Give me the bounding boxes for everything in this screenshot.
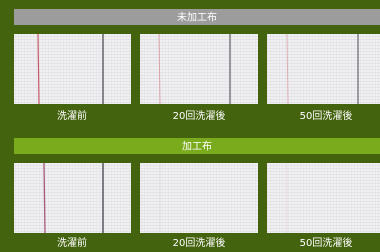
- swatch: [14, 34, 131, 104]
- swatch-label: 洗濯前: [57, 109, 87, 122]
- swatch-label: 洗濯前: [57, 236, 87, 249]
- section-title: 未加工布: [177, 12, 217, 24]
- section-title: 加工布: [182, 141, 212, 153]
- page: 未加工布 洗濯前 20回洗濯後 50回洗濯後 加工布 洗濯前 20回洗濯後 50…: [0, 0, 380, 252]
- swatch-label: 20回洗濯後: [173, 109, 226, 122]
- swatch-label: 20回洗濯後: [173, 236, 226, 249]
- swatch: [140, 34, 258, 104]
- swatch: [267, 34, 380, 104]
- swatch: [140, 163, 258, 233]
- swatch: [14, 163, 131, 233]
- swatch-label: 50回洗濯後: [300, 236, 353, 249]
- swatch: [267, 163, 380, 233]
- swatch-label: 50回洗濯後: [300, 109, 353, 122]
